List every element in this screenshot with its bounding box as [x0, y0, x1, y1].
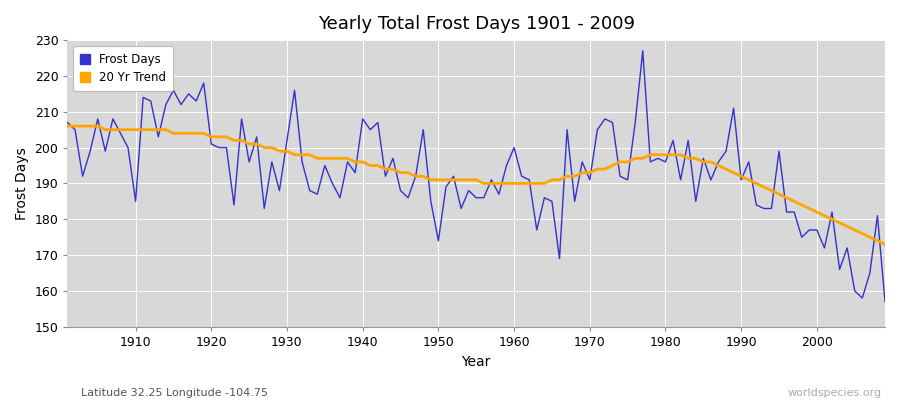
Legend: Frost Days, 20 Yr Trend: Frost Days, 20 Yr Trend — [74, 46, 174, 91]
Text: worldspecies.org: worldspecies.org — [788, 388, 882, 398]
Text: Latitude 32.25 Longitude -104.75: Latitude 32.25 Longitude -104.75 — [81, 388, 268, 398]
X-axis label: Year: Year — [462, 355, 490, 369]
Y-axis label: Frost Days: Frost Days — [15, 147, 29, 220]
Title: Yearly Total Frost Days 1901 - 2009: Yearly Total Frost Days 1901 - 2009 — [318, 15, 634, 33]
